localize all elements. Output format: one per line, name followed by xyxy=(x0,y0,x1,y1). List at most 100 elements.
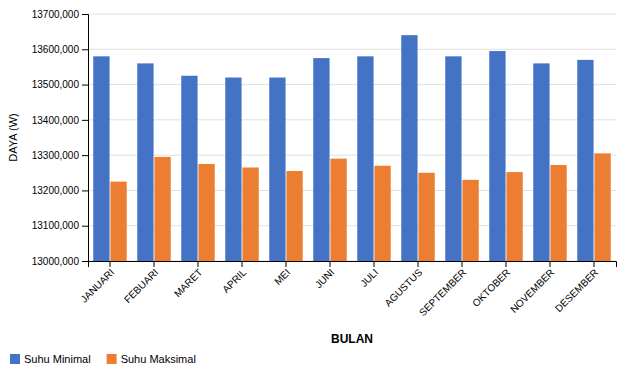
bar xyxy=(489,51,505,261)
legend: Suhu Minimal Suhu Maksimal xyxy=(10,353,196,365)
tick-mark xyxy=(82,85,88,86)
x-axis: JANUARIFEBUARI MARET APRIL MEI JUNI JULIAGUST… xyxy=(78,261,616,318)
x-axis-title: BULAN xyxy=(331,332,373,346)
y-tick: 13600,000 xyxy=(32,44,88,55)
legend-label: Suhu Maksimal xyxy=(121,353,196,365)
tick-label: 13100,000 xyxy=(32,220,80,231)
tick-mark xyxy=(82,14,88,15)
tick-label: JUNI xyxy=(313,267,337,291)
tick-label: JULI xyxy=(358,267,380,289)
legend-label: Suhu Minimal xyxy=(24,353,91,365)
legend-swatch xyxy=(107,354,117,364)
tick-label: OKTOBER xyxy=(470,267,512,309)
tick-mark xyxy=(82,120,88,121)
tick-mark xyxy=(286,261,287,267)
bar-series xyxy=(110,153,610,261)
tick-label: MEI xyxy=(272,267,292,287)
legend-item: Suhu Maksimal xyxy=(107,353,196,365)
tick-mark xyxy=(550,261,551,267)
bar xyxy=(401,35,417,261)
x-tick: OKTOBER xyxy=(470,261,512,309)
bar xyxy=(110,182,126,261)
bar xyxy=(533,63,549,261)
bar xyxy=(550,165,566,261)
grid xyxy=(88,14,616,261)
tick-label: 13500,000 xyxy=(32,79,80,90)
plot: 13000,000 13100,000 13200,000 13300,000 1340… xyxy=(32,9,617,318)
x-tick: AGUSTUS xyxy=(382,261,424,309)
bar xyxy=(445,56,461,261)
tick-label: 13700,000 xyxy=(32,9,80,20)
y-tick: 13400,000 xyxy=(32,115,88,126)
tick-mark xyxy=(506,261,507,267)
y-tick: 13300,000 xyxy=(32,150,88,161)
bars xyxy=(93,35,610,261)
x-tick: APRIL xyxy=(220,261,249,295)
bar xyxy=(198,164,214,261)
bar xyxy=(462,180,478,261)
x-tick: SEPTEMBER xyxy=(417,261,468,318)
bar-series xyxy=(93,35,593,261)
y-tick: 13200,000 xyxy=(32,185,88,196)
x-tick: JANUARI xyxy=(78,261,116,305)
y-axis: 13000,000 13100,000 13200,000 13300,000 1340… xyxy=(32,9,89,267)
tick-mark xyxy=(82,261,88,262)
tick-mark xyxy=(110,261,111,267)
y-tick: 13500,000 xyxy=(32,79,88,90)
tick-mark xyxy=(82,49,88,50)
tick-mark xyxy=(330,261,331,267)
tick-label: SEPTEMBER xyxy=(417,267,468,318)
tick-label: DESEMBER xyxy=(553,267,600,314)
x-tick: NOVEMBER xyxy=(508,261,556,315)
tick-label: 13300,000 xyxy=(32,150,80,161)
tick-label: 13600,000 xyxy=(32,44,80,55)
bar xyxy=(181,76,197,261)
y-axis-title: DAYA (W) xyxy=(7,113,19,161)
x-tick: MEI xyxy=(272,261,292,287)
x-tick: JUNI xyxy=(313,261,337,290)
tick-label: JANUARI xyxy=(78,267,116,305)
legend-item: Suhu Minimal xyxy=(10,353,91,365)
bar xyxy=(594,153,610,261)
tick-mark xyxy=(462,261,463,267)
bar xyxy=(269,78,285,261)
bar xyxy=(330,159,346,261)
bar xyxy=(313,58,329,261)
grid-line xyxy=(88,49,616,50)
tick-mark xyxy=(82,190,88,191)
chart: 13000,000 13100,000 13200,000 13300,000 1340… xyxy=(0,0,632,373)
bar xyxy=(374,166,390,261)
axis-line xyxy=(82,15,89,262)
bar xyxy=(506,172,522,261)
bar xyxy=(137,63,153,261)
tick-label: NOVEMBER xyxy=(508,267,556,315)
tick-label: APRIL xyxy=(220,266,249,295)
tick-label: 13400,000 xyxy=(32,115,80,126)
tick-mark xyxy=(82,155,88,156)
bar xyxy=(225,78,241,261)
x-tick: DESEMBER xyxy=(553,261,600,314)
bar xyxy=(154,157,170,261)
bar xyxy=(357,56,373,261)
tick-label: 13000,000 xyxy=(32,256,80,267)
y-tick: 13100,000 xyxy=(32,220,88,231)
tick-label: MARET xyxy=(172,267,205,300)
grid-line xyxy=(88,14,616,15)
legend-swatch xyxy=(10,354,20,364)
tick-mark xyxy=(594,261,595,267)
tick-label: AGUSTUS xyxy=(382,266,424,308)
bar xyxy=(577,60,593,261)
x-tick: JULI xyxy=(358,261,380,289)
tick-mark xyxy=(198,261,199,267)
x-tick: FEBUARI xyxy=(122,261,160,305)
y-tick: 13000,000 xyxy=(32,256,88,267)
y-tick: 13700,000 xyxy=(32,9,88,20)
bar xyxy=(242,167,258,261)
bar xyxy=(286,171,302,261)
axis-line xyxy=(89,262,617,268)
bar xyxy=(418,173,434,261)
tick-mark xyxy=(242,261,243,267)
bar xyxy=(93,56,109,261)
tick-mark xyxy=(418,261,419,267)
tick-label: FEBUARI xyxy=(122,267,160,305)
